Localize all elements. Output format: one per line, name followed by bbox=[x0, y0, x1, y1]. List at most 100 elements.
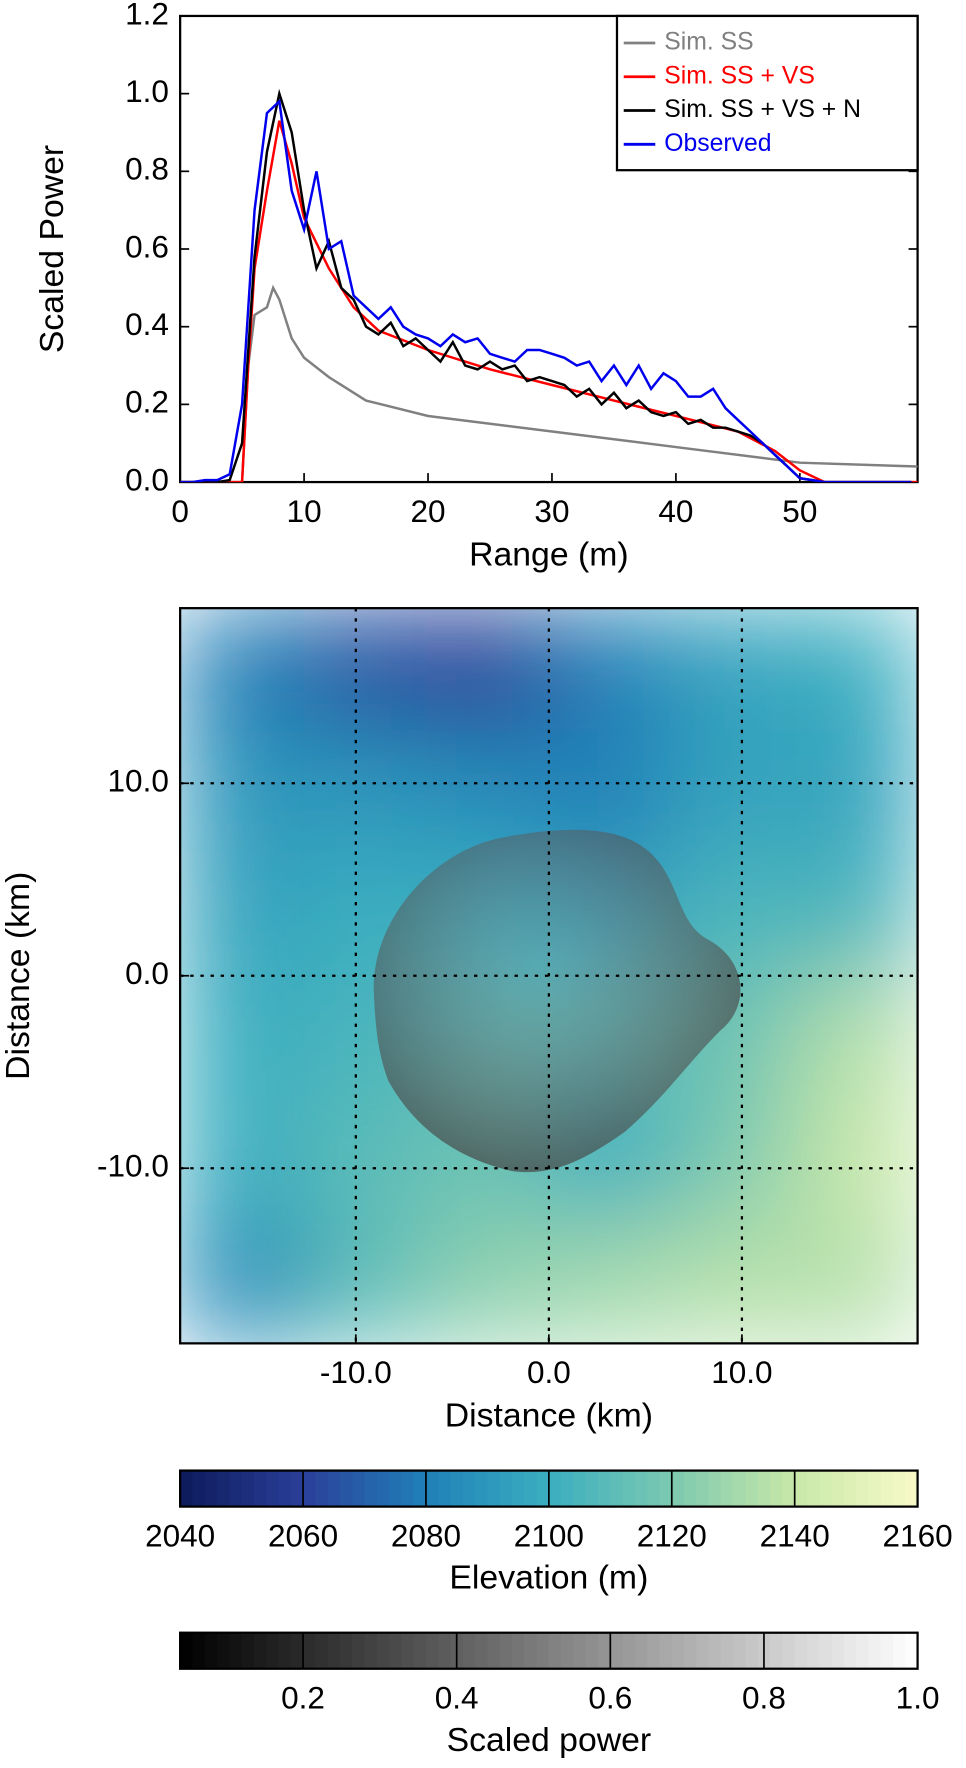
colorbar-swatch bbox=[880, 1632, 894, 1669]
colorbar-swatch bbox=[462, 1470, 476, 1507]
colorbar-swatch bbox=[868, 1470, 882, 1507]
colorbar-tick-label: 2120 bbox=[637, 1517, 707, 1553]
colorbar-swatch bbox=[770, 1632, 784, 1669]
power-colorbar: 0.2 0.4 0.6 0.8 1.0 Scaled power bbox=[179, 1631, 939, 1759]
heatmap-cell bbox=[424, 1219, 550, 1344]
colorbar-swatch bbox=[241, 1632, 255, 1669]
colorbar-swatch bbox=[364, 1632, 378, 1669]
colorbar-tick-label: 0.8 bbox=[742, 1680, 786, 1716]
heatmap-cell bbox=[302, 1096, 429, 1221]
heatmap-cell bbox=[180, 1096, 305, 1221]
colorbar-swatch bbox=[401, 1470, 415, 1507]
colorbar-swatch bbox=[622, 1470, 636, 1507]
colorbar-swatch bbox=[610, 1470, 624, 1507]
heatmap-cell bbox=[180, 608, 305, 733]
elevation-colorbar: 2040 2060 2080 2100 2120 2140 2160 Elevation (m… bbox=[145, 1469, 953, 1597]
colorbar-swatch bbox=[278, 1632, 292, 1669]
colorbar-swatch bbox=[290, 1470, 304, 1507]
y-tick-label: 0.4 bbox=[125, 306, 169, 342]
colorbar-swatch bbox=[511, 1470, 525, 1507]
colorbar-swatch bbox=[241, 1470, 255, 1507]
x-axis-label: Distance (km) bbox=[445, 1397, 653, 1435]
colorbar-swatch bbox=[794, 1632, 808, 1669]
colorbar-swatch bbox=[450, 1470, 464, 1507]
colorbar-swatch bbox=[352, 1470, 366, 1507]
colorbar-swatch bbox=[438, 1470, 452, 1507]
heatmap-cell bbox=[302, 608, 429, 733]
colorbar-swatch bbox=[598, 1470, 611, 1507]
colorbar-swatch bbox=[622, 1632, 636, 1669]
colorbar-tick-label: 2160 bbox=[883, 1517, 953, 1553]
colorbar-swatch bbox=[536, 1470, 550, 1507]
colorbar-swatch bbox=[548, 1632, 562, 1669]
colorbar-swatch bbox=[290, 1632, 304, 1669]
heatmap-cell bbox=[793, 851, 918, 977]
colorbar-swatch bbox=[364, 1470, 378, 1507]
colorbar-swatch bbox=[634, 1470, 648, 1507]
series-line bbox=[180, 284, 918, 483]
colorbar-swatch bbox=[647, 1470, 661, 1507]
heatmap-cell bbox=[669, 1219, 795, 1344]
y-tick-label: 1.2 bbox=[125, 0, 169, 31]
x-tick-label: 50 bbox=[782, 493, 817, 529]
legend-label: Sim. SS + VS + N bbox=[664, 96, 861, 123]
colorbar-tick-label: 0.2 bbox=[281, 1680, 325, 1716]
heatmap-cell bbox=[302, 730, 429, 856]
colorbar-swatch bbox=[610, 1632, 624, 1669]
heatmap-cell bbox=[793, 730, 918, 856]
colorbar-swatch bbox=[745, 1470, 759, 1507]
colorbar-swatch bbox=[229, 1632, 243, 1669]
y-tick-label: 0.0 bbox=[125, 955, 169, 991]
colorbar-label: Scaled power bbox=[447, 1721, 652, 1759]
colorbar-swatch bbox=[229, 1470, 243, 1507]
heatmap-cell bbox=[669, 608, 795, 733]
colorbar-tick-label: 0.6 bbox=[588, 1680, 632, 1716]
colorbar-swatch bbox=[585, 1632, 599, 1669]
plot-frame bbox=[179, 607, 919, 1345]
colorbar-swatch bbox=[536, 1632, 550, 1669]
colorbar-swatch bbox=[684, 1470, 698, 1507]
heatmap-cell bbox=[669, 730, 795, 856]
colorbar-tick-label: 2060 bbox=[268, 1517, 338, 1553]
colorbar-swatch bbox=[745, 1632, 759, 1669]
colorbar-swatch bbox=[598, 1632, 611, 1669]
colorbar-swatch bbox=[389, 1470, 403, 1507]
colorbar-swatch bbox=[425, 1632, 439, 1669]
legend-label: Sim. SS + VS bbox=[664, 62, 815, 89]
colorbar-swatch bbox=[843, 1632, 857, 1669]
colorbar-swatch bbox=[462, 1632, 476, 1669]
colorbar-swatch bbox=[819, 1632, 833, 1669]
colorbar-swatch bbox=[389, 1632, 403, 1669]
colorbar-swatch bbox=[475, 1470, 489, 1507]
colorbar-swatch bbox=[671, 1632, 685, 1669]
y-tick-label: 0.8 bbox=[125, 151, 169, 187]
power-footprint bbox=[373, 829, 741, 1173]
colorbar-swatch bbox=[757, 1470, 771, 1507]
legend-label: Observed bbox=[664, 130, 771, 157]
colorbar-tick-label: 0.4 bbox=[435, 1680, 479, 1716]
colorbar-swatch bbox=[696, 1632, 710, 1669]
colorbar-swatch bbox=[425, 1470, 439, 1507]
colorbar-swatch bbox=[253, 1470, 267, 1507]
x-tick-label: 30 bbox=[534, 493, 569, 529]
colorbar-swatch bbox=[499, 1632, 513, 1669]
heatmap-cell bbox=[180, 1219, 305, 1344]
colorbar-swatch bbox=[303, 1632, 317, 1669]
colorbar-frame bbox=[179, 1631, 919, 1670]
x-tick-label: 0 bbox=[171, 493, 189, 529]
colorbar-swatch bbox=[659, 1632, 673, 1669]
colorbar-label: Elevation (m) bbox=[449, 1559, 648, 1597]
colorbar-frame bbox=[179, 1469, 919, 1508]
colorbar-swatch bbox=[905, 1632, 919, 1669]
colorbar-swatch bbox=[524, 1632, 538, 1669]
legend-box bbox=[615, 14, 919, 172]
colorbar-swatch bbox=[376, 1470, 390, 1507]
y-axis-label: Distance (km) bbox=[0, 872, 37, 1080]
colorbar-swatch bbox=[192, 1632, 206, 1669]
y-tick-label: 0.0 bbox=[125, 461, 169, 497]
heatmap-cell bbox=[669, 1096, 795, 1221]
colorbar-swatch bbox=[303, 1470, 317, 1507]
colorbar-swatch bbox=[794, 1470, 808, 1507]
colorbar-swatch bbox=[720, 1632, 734, 1669]
